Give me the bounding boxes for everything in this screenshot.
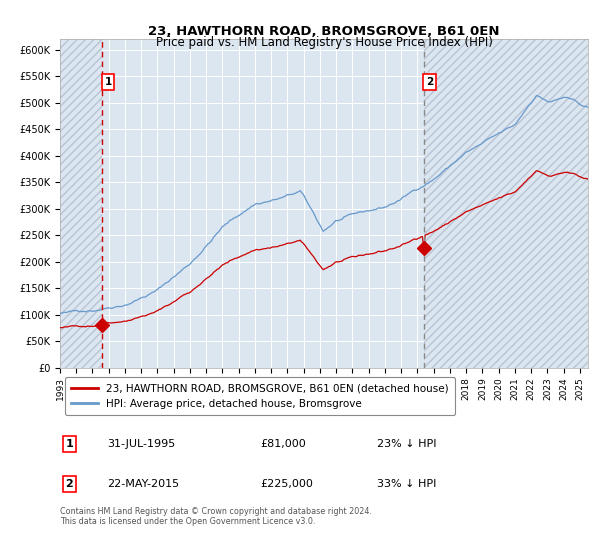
Legend: 23, HAWTHORN ROAD, BROMSGROVE, B61 0EN (detached house), HPI: Average price, det: 23, HAWTHORN ROAD, BROMSGROVE, B61 0EN (…	[65, 377, 455, 415]
Text: 31-JUL-1995: 31-JUL-1995	[107, 439, 176, 449]
Text: 22-MAY-2015: 22-MAY-2015	[107, 479, 179, 489]
Bar	[60, 39, 102, 368]
Text: £225,000: £225,000	[260, 479, 314, 489]
Text: 1: 1	[104, 77, 112, 87]
Text: 23% ↓ HPI: 23% ↓ HPI	[377, 439, 436, 449]
Text: £81,000: £81,000	[260, 439, 307, 449]
Text: 23, HAWTHORN ROAD, BROMSGROVE, B61 0EN: 23, HAWTHORN ROAD, BROMSGROVE, B61 0EN	[148, 25, 500, 38]
Bar	[424, 39, 588, 368]
Text: 2: 2	[65, 479, 73, 489]
Text: 33% ↓ HPI: 33% ↓ HPI	[377, 479, 436, 489]
Text: 2: 2	[426, 77, 433, 87]
Text: 1: 1	[65, 439, 73, 449]
Text: Contains HM Land Registry data © Crown copyright and database right 2024.
This d: Contains HM Land Registry data © Crown c…	[60, 507, 372, 526]
Text: Price paid vs. HM Land Registry's House Price Index (HPI): Price paid vs. HM Land Registry's House …	[155, 36, 493, 49]
